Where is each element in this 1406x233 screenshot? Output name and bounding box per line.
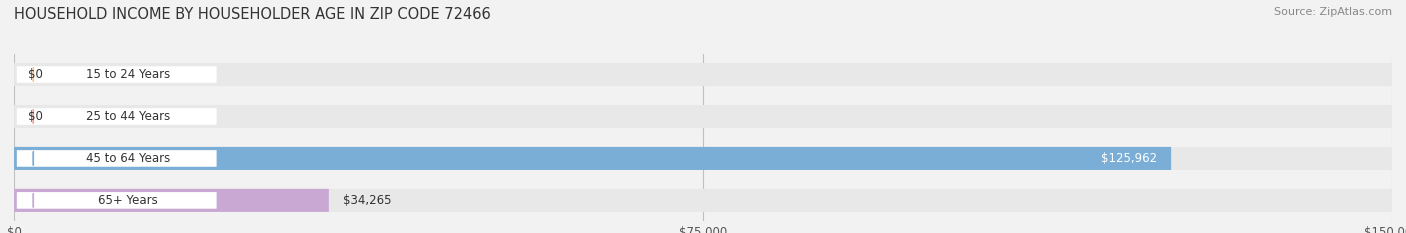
Text: HOUSEHOLD INCOME BY HOUSEHOLDER AGE IN ZIP CODE 72466: HOUSEHOLD INCOME BY HOUSEHOLDER AGE IN Z…: [14, 7, 491, 22]
Text: 65+ Years: 65+ Years: [98, 194, 157, 207]
FancyBboxPatch shape: [14, 105, 1392, 128]
FancyBboxPatch shape: [14, 63, 1392, 86]
FancyBboxPatch shape: [14, 147, 1171, 170]
Text: $0: $0: [28, 110, 42, 123]
FancyBboxPatch shape: [14, 189, 329, 212]
Text: $0: $0: [28, 68, 42, 81]
Text: $125,962: $125,962: [1101, 152, 1157, 165]
FancyBboxPatch shape: [14, 147, 1392, 170]
FancyBboxPatch shape: [14, 189, 1392, 212]
FancyBboxPatch shape: [17, 150, 217, 167]
FancyBboxPatch shape: [17, 66, 217, 83]
FancyBboxPatch shape: [17, 108, 217, 125]
FancyBboxPatch shape: [17, 192, 217, 209]
Text: Source: ZipAtlas.com: Source: ZipAtlas.com: [1274, 7, 1392, 17]
Text: 15 to 24 Years: 15 to 24 Years: [86, 68, 170, 81]
Text: 25 to 44 Years: 25 to 44 Years: [86, 110, 170, 123]
Text: $34,265: $34,265: [343, 194, 391, 207]
Text: 45 to 64 Years: 45 to 64 Years: [86, 152, 170, 165]
